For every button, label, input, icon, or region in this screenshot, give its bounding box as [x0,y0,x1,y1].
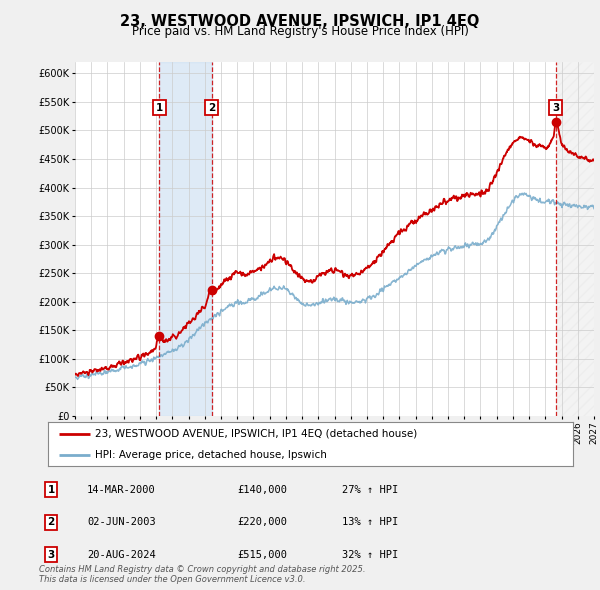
Text: Contains HM Land Registry data © Crown copyright and database right 2025.
This d: Contains HM Land Registry data © Crown c… [39,565,365,584]
Bar [556,62,600,416]
Text: 27% ↑ HPI: 27% ↑ HPI [342,485,398,494]
Text: 2: 2 [47,517,55,527]
Text: £220,000: £220,000 [237,517,287,527]
Text: Price paid vs. HM Land Registry's House Price Index (HPI): Price paid vs. HM Land Registry's House … [131,25,469,38]
Text: 20-AUG-2024: 20-AUG-2024 [87,550,156,559]
Bar [160,62,212,416]
Text: £515,000: £515,000 [237,550,287,559]
Text: 13% ↑ HPI: 13% ↑ HPI [342,517,398,527]
Text: 3: 3 [552,103,559,113]
Text: 02-JUN-2003: 02-JUN-2003 [87,517,156,527]
Text: HPI: Average price, detached house, Ipswich: HPI: Average price, detached house, Ipsw… [95,450,327,460]
Text: 1: 1 [47,485,55,494]
Text: 23, WESTWOOD AVENUE, IPSWICH, IP1 4EQ: 23, WESTWOOD AVENUE, IPSWICH, IP1 4EQ [121,14,479,29]
Text: 32% ↑ HPI: 32% ↑ HPI [342,550,398,559]
Text: 3: 3 [47,550,55,559]
Text: £140,000: £140,000 [237,485,287,494]
Text: 14-MAR-2000: 14-MAR-2000 [87,485,156,494]
Text: 23, WESTWOOD AVENUE, IPSWICH, IP1 4EQ (detached house): 23, WESTWOOD AVENUE, IPSWICH, IP1 4EQ (d… [95,429,418,439]
Text: 1: 1 [156,103,163,113]
Text: 2: 2 [208,103,215,113]
